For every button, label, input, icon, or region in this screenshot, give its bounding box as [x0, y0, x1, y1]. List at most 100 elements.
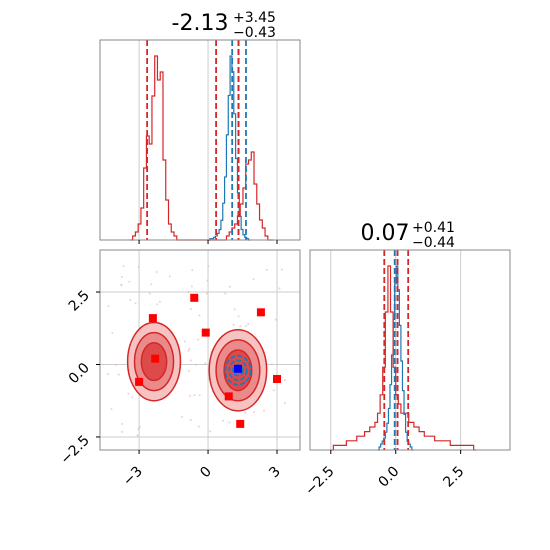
scatter-point — [252, 278, 255, 281]
param1-lower: −0.43 — [233, 25, 276, 41]
hist-red-series — [129, 55, 274, 241]
red-square-marker — [236, 419, 245, 428]
hist-red-series — [330, 265, 477, 451]
scatter-point — [198, 314, 201, 317]
red-square-marker — [148, 314, 157, 323]
scatter-point — [224, 292, 227, 295]
scatter-point — [121, 430, 124, 433]
scatter-point — [278, 287, 281, 290]
param1-upper: +3.45 — [233, 10, 276, 26]
scatter-point — [193, 394, 196, 397]
scatter-point — [265, 268, 268, 271]
red-square-marker — [151, 354, 160, 363]
scatter-point — [134, 302, 137, 305]
red-square-marker — [190, 293, 199, 302]
scatter-point — [107, 372, 110, 375]
scatter-point — [136, 434, 139, 437]
red-square-marker — [273, 374, 282, 383]
scatter-point — [197, 425, 200, 428]
scatter-point — [189, 359, 192, 362]
scatter-point — [188, 347, 191, 350]
contour-level-blue — [224, 354, 252, 386]
scatter-point — [232, 323, 235, 326]
scatter-point — [150, 283, 153, 286]
scatter-point — [187, 291, 190, 294]
scatter-point — [191, 269, 194, 272]
scatter-point — [120, 276, 123, 279]
x-tick-label: −3 — [120, 464, 146, 490]
red-square-marker — [201, 328, 210, 337]
scatter-point — [137, 265, 140, 268]
scatter-point — [253, 411, 256, 414]
scatter-point — [158, 300, 161, 303]
scatter-point — [244, 411, 247, 414]
scatter-point — [272, 389, 275, 392]
scatter-point — [131, 396, 134, 399]
y-tick-label: 0.0 — [66, 360, 93, 387]
scatter-point — [148, 292, 151, 295]
scatter-point — [245, 325, 248, 328]
red-square-marker — [256, 308, 265, 317]
scatter-point — [197, 338, 200, 341]
scatter-point — [187, 370, 190, 373]
x-tick-label: −2.5 — [302, 464, 337, 499]
panel-frame — [99, 39, 301, 241]
scatter-point — [110, 408, 113, 411]
scatter-point — [237, 315, 240, 318]
scatter-point — [233, 308, 236, 311]
param1-median: -2.13 — [172, 11, 229, 36]
scatter-point — [283, 378, 286, 381]
scatter-point — [129, 298, 132, 301]
scatter-point — [137, 428, 140, 431]
red-square-marker — [224, 392, 233, 401]
scatter-point — [111, 331, 114, 334]
param2-upper: +0.41 — [412, 220, 455, 236]
scatter-point — [189, 419, 192, 422]
x-tick-label: 3 — [266, 464, 284, 482]
red-square-marker — [135, 377, 144, 386]
scatter-point — [239, 325, 242, 328]
x-tick-label: 0 — [197, 464, 215, 482]
scatter-point — [117, 373, 120, 376]
scatter-point — [128, 280, 131, 283]
scatter-point — [156, 303, 159, 306]
scatter-point — [122, 265, 125, 268]
histogram-param1-panel — [99, 39, 301, 244]
scatter-point — [247, 322, 250, 325]
scatter-point — [206, 279, 209, 282]
scatter-point — [155, 270, 158, 273]
scatter-point — [204, 362, 207, 365]
contour-panel: −3 0 3 −2.5 0.0 2.5 — [57, 249, 301, 490]
param2-median: 0.07 — [361, 221, 410, 246]
y-tick-label: 2.5 — [66, 288, 93, 315]
scatter-point — [270, 363, 273, 366]
scatter-point — [280, 268, 283, 271]
contour-level-blue — [228, 359, 248, 382]
x-tick-label: 0.0 — [375, 464, 402, 491]
scatter-point — [190, 285, 193, 288]
hist-blue-series — [208, 55, 251, 241]
scatter-point — [181, 415, 184, 418]
scatter-point — [262, 409, 265, 412]
scatter-point — [107, 305, 110, 308]
scatter-point — [207, 265, 210, 268]
scatter-point — [274, 318, 277, 321]
scatter-point — [121, 422, 124, 425]
scatter-point — [205, 292, 208, 295]
scatter-point — [228, 285, 231, 288]
scatter-point — [188, 394, 191, 397]
panel-frame — [99, 249, 301, 451]
scatter-point — [228, 421, 231, 424]
scatter-point — [222, 419, 225, 422]
scatter-point — [138, 425, 141, 428]
scatter-point — [209, 430, 212, 433]
scatter-point — [168, 275, 171, 278]
histogram-param2-panel: −2.5 0.0 2.5 — [302, 249, 511, 499]
blue-square-marker — [233, 364, 242, 373]
y-tick-label: −2.5 — [57, 432, 92, 467]
scatter-point — [127, 392, 130, 395]
scatter-point — [194, 363, 197, 366]
scatter-point — [114, 364, 117, 367]
param2-lower: −0.44 — [412, 235, 455, 251]
